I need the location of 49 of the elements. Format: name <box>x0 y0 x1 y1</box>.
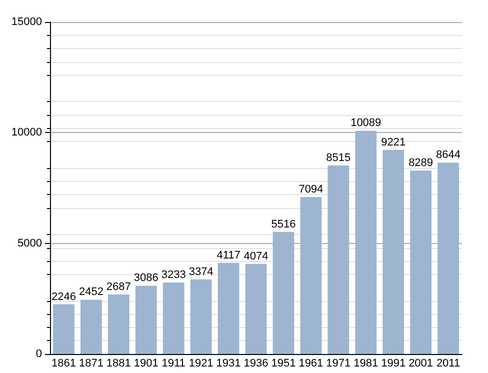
y-tick-label: 15000 <box>11 16 42 28</box>
bar <box>438 162 459 354</box>
bar <box>190 279 212 354</box>
x-tick-label: 1971 <box>326 358 351 370</box>
data-label: 2687 <box>106 281 131 294</box>
data-label: 2246 <box>51 290 76 303</box>
x-tick-label: 1936 <box>244 358 268 370</box>
y-tick-label: 10000 <box>11 126 42 139</box>
data-label: 7094 <box>298 183 324 196</box>
data-label: 8289 <box>408 157 434 170</box>
bar <box>218 262 240 354</box>
data-label: 3086 <box>134 272 158 284</box>
bar <box>108 294 130 354</box>
x-tick-label: 1861 <box>51 358 76 370</box>
x-tick-label: 1871 <box>78 358 104 370</box>
data-label: 3233 <box>161 268 186 281</box>
x-tick-label: 1981 <box>354 358 378 370</box>
bar <box>382 150 404 354</box>
bar <box>300 196 322 354</box>
bar <box>355 130 377 354</box>
x-tick-label: 2001 <box>408 358 434 370</box>
bar <box>162 282 184 354</box>
data-label: 5516 <box>271 218 296 230</box>
x-tick-label: 2011 <box>436 358 460 370</box>
y-tick-label: 0 <box>36 348 42 360</box>
data-label: 3374 <box>188 266 214 278</box>
data-label: 4117 <box>216 249 240 262</box>
x-tick-label: 1951 <box>271 358 296 370</box>
data-label: 9221 <box>381 136 406 148</box>
bar <box>328 166 350 354</box>
bar <box>135 286 157 354</box>
bar <box>53 304 74 354</box>
bar <box>245 264 267 354</box>
y-tick-label: 5000 <box>18 237 42 250</box>
x-tick-label: 1931 <box>216 358 241 370</box>
data-label: 8644 <box>436 149 461 162</box>
x-tick-label: 1911 <box>162 358 186 370</box>
data-label: 4074 <box>244 250 268 262</box>
data-label: 2452 <box>78 286 104 298</box>
x-tick-label: 1881 <box>106 358 131 370</box>
x-tick-label: 1961 <box>298 358 324 370</box>
bar <box>80 300 102 354</box>
bar <box>410 170 432 354</box>
data-label: 10089 <box>350 117 382 130</box>
bar <box>272 232 294 354</box>
x-tick-label: 1991 <box>381 358 406 370</box>
x-tick-label: 1901 <box>134 358 158 370</box>
x-tick-label: 1921 <box>188 358 214 370</box>
data-label: 8515 <box>326 152 351 164</box>
